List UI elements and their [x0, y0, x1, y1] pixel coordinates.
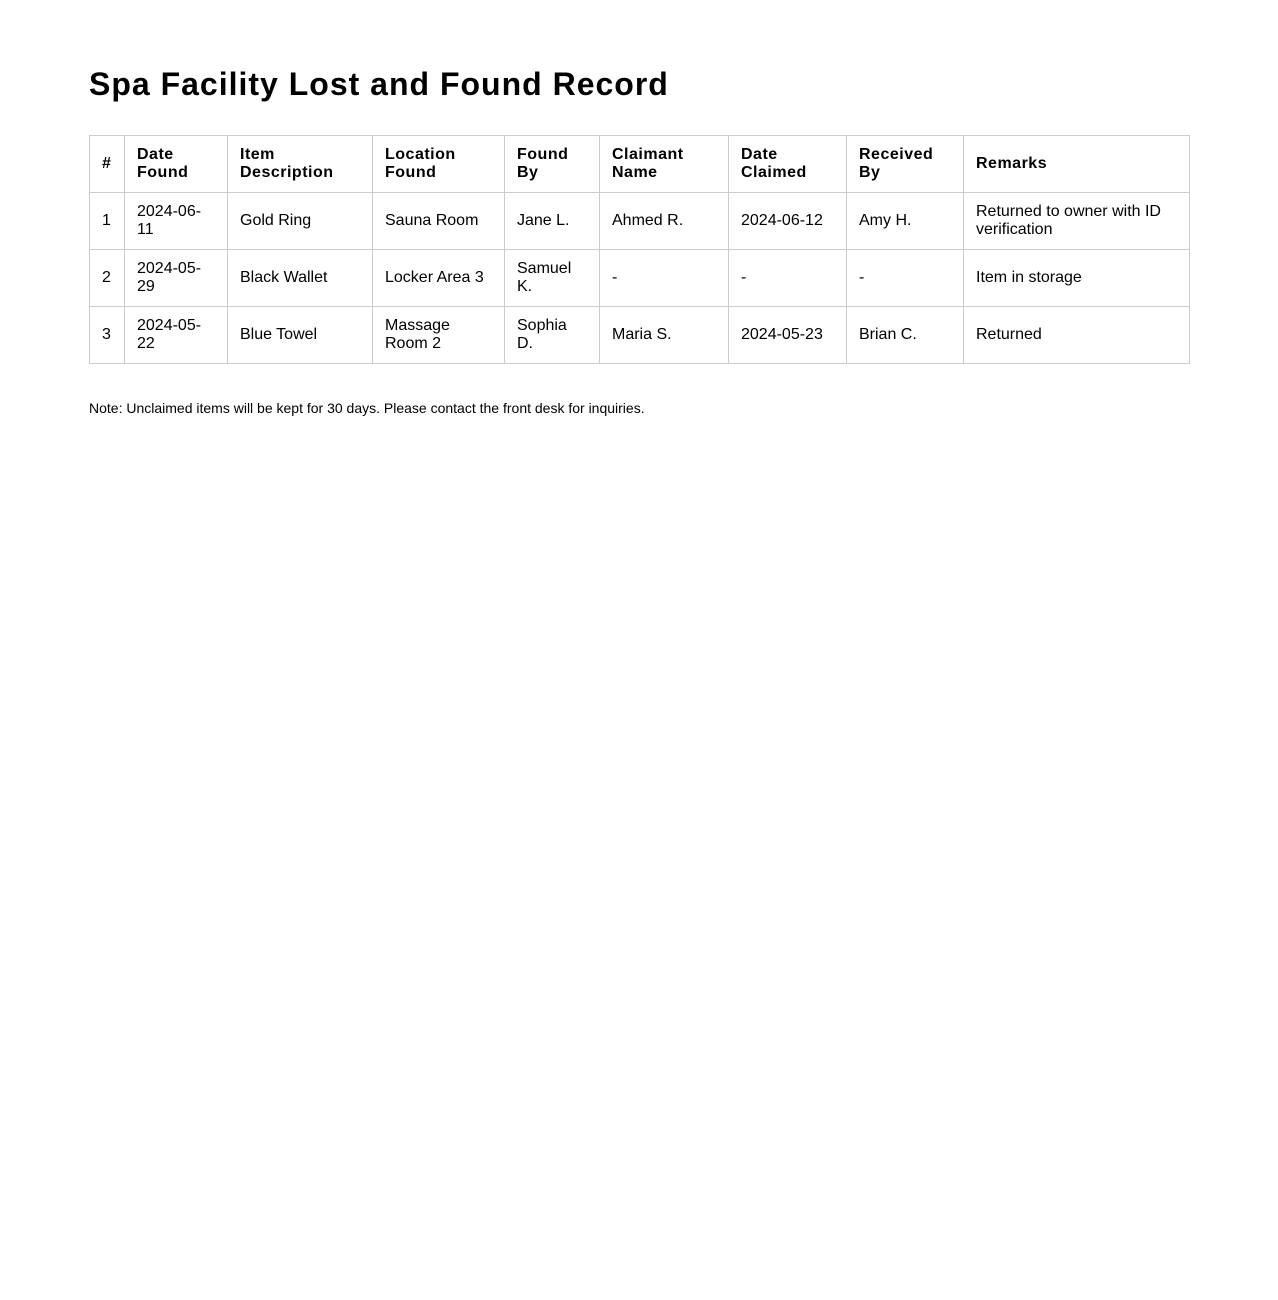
table-cell: Maria S.	[599, 306, 729, 364]
lost-found-table: # Date Found Item Description Location Foun…	[89, 135, 1190, 364]
table-cell: Blue Towel	[227, 306, 373, 364]
table-cell: -	[599, 249, 729, 307]
table-cell: -	[846, 249, 964, 307]
column-header: Remarks	[963, 135, 1190, 193]
column-header: Received By	[846, 135, 964, 193]
column-header: Location Found	[372, 135, 505, 193]
table-cell: Jane L.	[504, 192, 600, 250]
table-cell: Ahmed R.	[599, 192, 729, 250]
column-header: Date Claimed	[728, 135, 847, 193]
table-row: 2 2024-05-29 Black Wallet Locker Area 3 Samu…	[89, 249, 1190, 307]
header-row: # Date Found Item Description Location Foun…	[89, 135, 1190, 193]
table-cell: 2024-05-29	[124, 249, 228, 307]
table-cell: Item in storage	[963, 249, 1190, 307]
table-cell: Sophia D.	[504, 306, 600, 364]
table-row: 1 2024-06-11 Gold Ring Sauna Room Jane L. Ahm…	[89, 192, 1190, 250]
table-cell: Massage Room 2	[372, 306, 505, 364]
column-header: Item Description	[227, 135, 373, 193]
table-cell: 2	[89, 249, 125, 307]
table-cell: 2024-05-23	[728, 306, 847, 364]
column-header: Date Found	[124, 135, 228, 193]
table-cell: Sauna Room	[372, 192, 505, 250]
table-cell: 2024-06-12	[728, 192, 847, 250]
table-cell: Returned	[963, 306, 1190, 364]
column-header: #	[89, 135, 125, 193]
table-cell: 2024-06-11	[124, 192, 228, 250]
table-cell: Black Wallet	[227, 249, 373, 307]
column-header: Found By	[504, 135, 600, 193]
footer-note: Note: Unclaimed items will be kept for 3…	[89, 400, 645, 416]
table-cell: Returned to owner with ID verification	[963, 192, 1190, 250]
table-cell: Brian C.	[846, 306, 964, 364]
table-row: 3 2024-05-22 Blue Towel Massage Room 2 Sophi…	[89, 306, 1190, 364]
document: Spa Facility Lost and Found Record # Date…	[89, 62, 1190, 416]
table-cell: Samuel K.	[504, 249, 600, 307]
table-cell: Locker Area 3	[372, 249, 505, 307]
table-cell: 1	[89, 192, 125, 250]
table-cell: -	[728, 249, 847, 307]
column-header: Claimant Name	[599, 135, 729, 193]
table-cell: Amy H.	[846, 192, 964, 250]
table-cell: 3	[89, 306, 125, 364]
table-cell: Gold Ring	[227, 192, 373, 250]
page-title: Spa Facility Lost and Found Record	[89, 66, 669, 102]
table-cell: 2024-05-22	[124, 306, 228, 364]
